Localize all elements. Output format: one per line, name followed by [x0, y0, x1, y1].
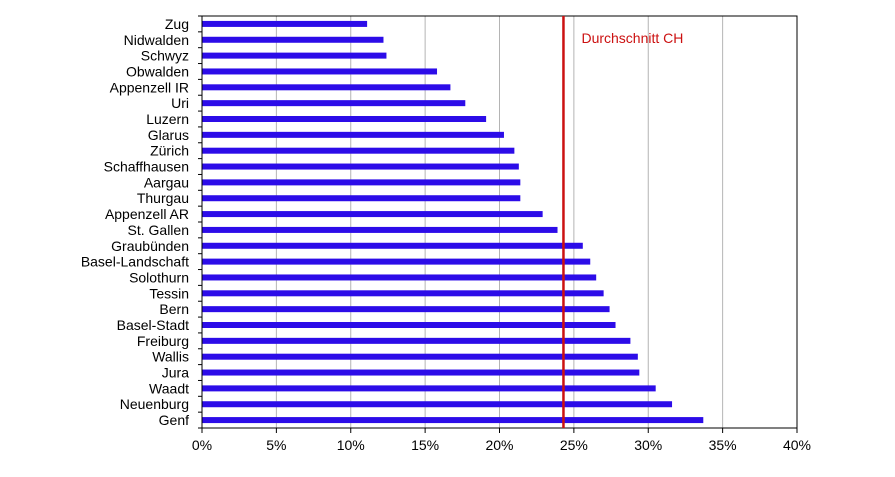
bar: [202, 116, 487, 122]
bar: [202, 147, 515, 154]
bar: [202, 306, 610, 313]
bar: [202, 290, 604, 297]
bar: [202, 385, 656, 392]
reference-line-group: Durchschnitt CH: [562, 16, 683, 428]
bar: [202, 417, 704, 424]
category-label: Bern: [159, 301, 189, 317]
category-label: Nidwalden: [124, 32, 189, 48]
category-label: Zug: [165, 16, 189, 32]
category-label: Neuenburg: [120, 396, 189, 412]
category-label: Solothurn: [129, 269, 189, 285]
axes: [198, 15, 798, 433]
x-tick-label: 30%: [634, 437, 662, 453]
bar: [202, 242, 583, 249]
bar: [202, 369, 640, 376]
bars: [202, 20, 704, 424]
x-tick-label: 20%: [485, 437, 513, 453]
category-label: Appenzell IR: [110, 79, 189, 95]
category-label: St. Gallen: [128, 222, 189, 238]
x-tick-label: 35%: [709, 437, 737, 453]
bar: [202, 211, 543, 218]
bar: [202, 68, 438, 75]
x-tick-label: 10%: [337, 437, 365, 453]
bar: [202, 20, 368, 27]
category-label: Zürich: [150, 143, 189, 159]
bar: [202, 258, 591, 265]
bar: [202, 100, 466, 107]
category-label: Thurgau: [137, 190, 189, 206]
x-tick-label: 5%: [266, 437, 286, 453]
average-reference-label: Durchschnitt CH: [581, 30, 683, 46]
category-label: Jura: [162, 365, 189, 381]
category-label: Obwalden: [126, 63, 189, 79]
category-label: Schaffhausen: [104, 159, 189, 175]
bar: [202, 195, 521, 202]
x-tick-label: 25%: [560, 437, 588, 453]
category-label: Wallis: [152, 349, 189, 365]
bar: [202, 401, 673, 408]
category-label: Schwyz: [141, 48, 189, 64]
category-label: Graubünden: [111, 238, 189, 254]
category-label: Genf: [159, 412, 189, 428]
x-tick-labels: 0% 5% 10% 15% 20% 25% 30% 35% 40%: [192, 437, 811, 453]
category-label: Aargau: [144, 174, 189, 190]
gridlines: [275, 16, 798, 428]
bar: [202, 52, 387, 59]
category-label: Tessin: [149, 285, 189, 301]
bar: [202, 36, 384, 43]
category-label: Glarus: [148, 127, 189, 143]
category-label: Uri: [171, 95, 189, 111]
x-tick-label: 40%: [783, 437, 811, 453]
category-label: Basel-Stadt: [117, 317, 189, 333]
bar: [202, 226, 558, 233]
category-label: Luzern: [146, 111, 189, 127]
x-tick-label: 15%: [411, 437, 439, 453]
bar: [202, 353, 638, 360]
bar: [202, 163, 519, 170]
bar: [202, 322, 616, 328]
bar: [202, 274, 597, 281]
category-label: Waadt: [149, 380, 189, 396]
x-tick-label: 0%: [192, 437, 212, 453]
bar: [202, 84, 451, 91]
category-label: Appenzell AR: [105, 206, 189, 222]
bar: [202, 131, 504, 138]
bar: [202, 337, 631, 344]
bar: [202, 179, 521, 186]
category-label: Freiburg: [137, 333, 189, 349]
category-label: Basel-Landschaft: [81, 254, 189, 270]
